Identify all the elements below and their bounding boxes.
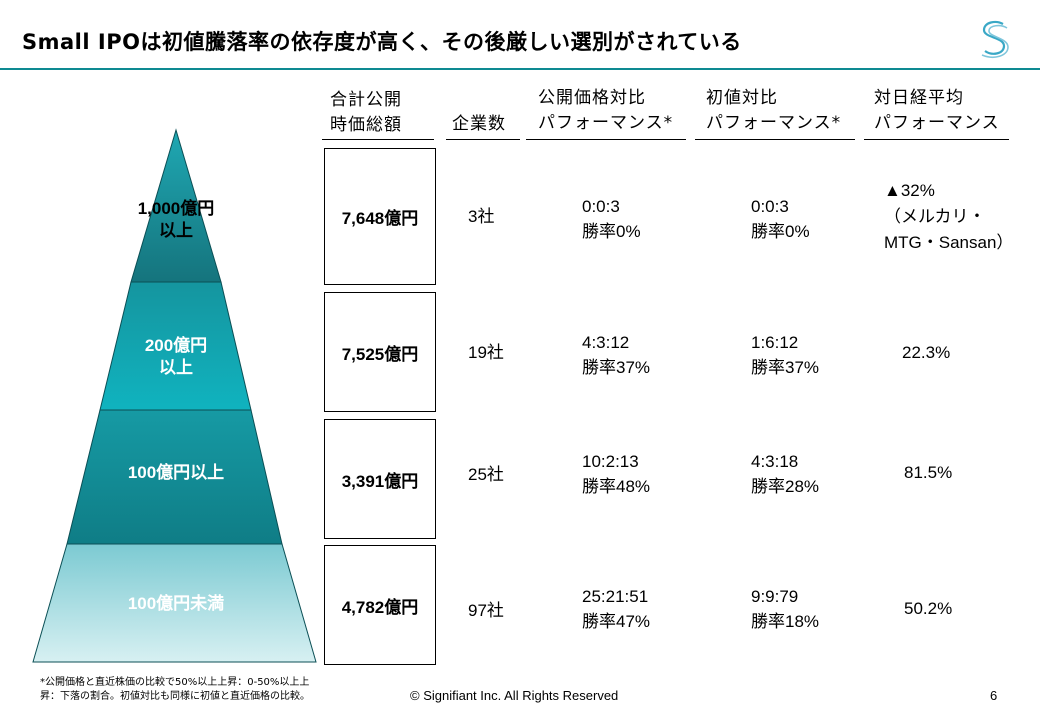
tier-1-label-line2: 以上 <box>159 221 193 240</box>
market-cap-box: 4,782億円 <box>324 545 436 665</box>
title-divider <box>0 68 1040 70</box>
nikkei-value: ▲32% <box>884 181 935 200</box>
header-market-cap: 合計公開 時価総額 <box>330 88 402 138</box>
header-company-count: 企業数 <box>452 114 506 134</box>
ipo-win-rate: 勝率48% <box>582 477 651 496</box>
tier-2-label-line2: 以上 <box>159 358 193 377</box>
first-price-performance-cell: 9:9:79 勝率18% <box>751 584 819 634</box>
header-nikkei-performance: 対日経平均 パフォーマンス <box>874 86 1000 136</box>
nikkei-note-line1: （メルカリ・ <box>884 207 986 226</box>
ipo-performance-cell: 4:3:12 勝率37% <box>582 330 650 380</box>
page-number: 6 <box>990 688 998 703</box>
market-cap-box: 7,525億円 <box>324 292 436 412</box>
first-price-performance-cell: 1:6:12 勝率37% <box>751 330 819 380</box>
header-ipo-line1: 公開価格対比 <box>538 88 646 108</box>
header-underline <box>864 139 1009 140</box>
header-nikkei-line1: 対日経平均 <box>874 88 964 108</box>
footnote: *公開価格と直近株価の比較で50%以上上昇：0-50%以上上 昇：下落の割合。初… <box>40 676 310 704</box>
first-win-rate: 勝率0% <box>751 222 810 241</box>
nikkei-value: 81.5% <box>904 463 953 482</box>
nikkei-value: 22.3% <box>902 343 951 362</box>
market-cap-value: 7,525億円 <box>341 344 419 364</box>
ipo-ratio: 0:0:3 <box>582 197 620 216</box>
first-ratio: 1:6:12 <box>751 333 799 352</box>
header-ipo-price-performance: 公開価格対比 パフォーマンス* <box>538 86 673 136</box>
ipo-ratio: 10:2:13 <box>582 452 639 471</box>
tier-2-label-line1: 200億円 <box>144 336 208 355</box>
first-price-performance-cell: 4:3:18 勝率28% <box>751 449 819 499</box>
ipo-performance-cell: 25:21:51 勝率47% <box>582 584 650 634</box>
ipo-ratio: 4:3:12 <box>582 333 630 352</box>
market-cap-value: 3,391億円 <box>341 471 419 491</box>
nikkei-performance-cell: ▲32% （メルカリ・ MTG・Sansan） <box>884 178 1013 256</box>
nikkei-value: 50.2% <box>904 599 953 618</box>
ipo-win-rate: 勝率37% <box>582 358 651 377</box>
first-ratio: 9:9:79 <box>751 587 799 606</box>
market-cap-box: 3,391億円 <box>324 419 436 539</box>
first-price-performance-cell: 0:0:3 勝率0% <box>751 194 810 244</box>
first-win-rate: 勝率28% <box>751 477 820 496</box>
header-market-cap-line1: 合計公開 <box>330 90 402 110</box>
ipo-win-rate: 勝率0% <box>582 222 641 241</box>
nikkei-note-line2: MTG・Sansan） <box>884 233 1014 252</box>
footnote-line2: 昇：下落の割合。初値対比も同様に初値と直近価格の比較。 <box>40 691 310 702</box>
tier-4-segment <box>32 543 317 663</box>
first-win-rate: 勝率18% <box>751 612 820 631</box>
header-underline <box>695 139 855 140</box>
tier-2-label: 200億円 以上 <box>106 335 246 379</box>
copyright-notice: © Signifiant Inc. All Rights Reserved <box>410 688 619 703</box>
ipo-win-rate: 勝率47% <box>582 612 651 631</box>
company-count: 97社 <box>468 601 504 620</box>
footnote-line1: *公開価格と直近株価の比較で50%以上上昇：0-50%以上上 <box>40 677 310 688</box>
ipo-performance-cell: 10:2:13 勝率48% <box>582 449 650 499</box>
tier-4-label: 100億円未満 <box>127 594 225 613</box>
first-win-rate: 勝率37% <box>751 358 820 377</box>
company-count: 3社 <box>468 207 495 226</box>
market-cap-value: 7,648億円 <box>341 209 419 228</box>
ipo-ratio: 25:21:51 <box>582 587 649 606</box>
market-cap-value: 4,782億円 <box>341 597 419 617</box>
header-nikkei-line2: パフォーマンス <box>874 113 1000 133</box>
header-first-line1: 初値対比 <box>706 88 778 108</box>
header-market-cap-line2: 時価総額 <box>330 115 402 135</box>
tier-pyramid <box>32 128 317 663</box>
header-underline <box>322 139 434 140</box>
header-underline <box>526 139 686 140</box>
first-ratio: 4:3:18 <box>751 452 799 471</box>
ipo-performance-cell: 0:0:3 勝率0% <box>582 194 641 244</box>
header-ipo-line2: パフォーマンス* <box>538 113 674 133</box>
company-count: 25社 <box>468 465 504 484</box>
header-first-line2: パフォーマンス* <box>706 113 842 133</box>
market-cap-box: 7,648億円 <box>324 148 436 285</box>
tier-1-label-line1: 1,000億円 <box>137 199 215 218</box>
tier-3-label: 100億円以上 <box>127 463 225 482</box>
signifiant-s-logo-icon <box>981 20 1009 58</box>
first-ratio: 0:0:3 <box>751 197 789 216</box>
header-first-price-performance: 初値対比 パフォーマンス* <box>706 86 841 136</box>
company-count: 19社 <box>468 343 504 362</box>
tier-1-label: 1,000億円 以上 <box>106 198 246 242</box>
page-title: Small IPOは初値騰落率の依存度が高く、その後厳しい選別がされている <box>22 30 742 54</box>
header-underline <box>446 139 520 140</box>
